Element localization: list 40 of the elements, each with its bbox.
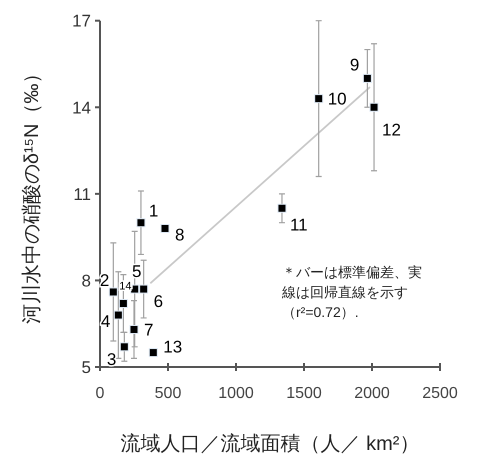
annotation: 13 [163, 338, 182, 357]
x-tick-label: 2500 [422, 385, 458, 402]
x-tick-label: 1500 [286, 385, 322, 402]
annotation: 8 [175, 225, 184, 244]
annotation: 5 [132, 262, 142, 282]
annotation: 4 [100, 312, 110, 332]
point [160, 224, 170, 233]
annotation: 1 [148, 202, 158, 221]
annotation: 11 [290, 215, 308, 234]
point [130, 324, 138, 334]
point [136, 218, 146, 228]
y-tick-label: 17 [72, 12, 91, 31]
y-tick-label: 5 [82, 358, 91, 377]
y-axis-title: 河川水中の硝酸のδ¹⁵N（‰） [21, 64, 43, 324]
annotation: 12 [382, 120, 401, 140]
point [148, 348, 158, 358]
annotation: 10 [328, 90, 347, 109]
annotation: 14 [119, 280, 132, 293]
y-tick-label: 11 [73, 184, 91, 204]
x-tick-label: 0 [96, 385, 105, 402]
x-tick-label: 500 [154, 385, 182, 402]
point [114, 310, 123, 320]
point [120, 342, 129, 352]
point [108, 287, 118, 296]
x-tick-label: 1000 [218, 385, 254, 402]
y-tick-label: 14 [72, 98, 91, 118]
point [139, 284, 148, 294]
x-axis-title: 流域人口／流域面積（人／ km²） [120, 433, 420, 455]
point [277, 204, 286, 213]
point [118, 299, 128, 308]
annotation: 7 [144, 320, 154, 340]
annotation: ＊バーは標準偏差、実線は回帰直線を示す（r²=0.72）. [282, 263, 422, 322]
annotation: 3 [106, 350, 116, 369]
annotation: 6 [154, 292, 164, 312]
point [314, 94, 324, 104]
point [370, 102, 379, 112]
x-tick-label: 2000 [354, 385, 390, 402]
y-tick-label: 8 [82, 271, 91, 290]
point [362, 74, 372, 83]
annotation: 9 [350, 55, 360, 74]
